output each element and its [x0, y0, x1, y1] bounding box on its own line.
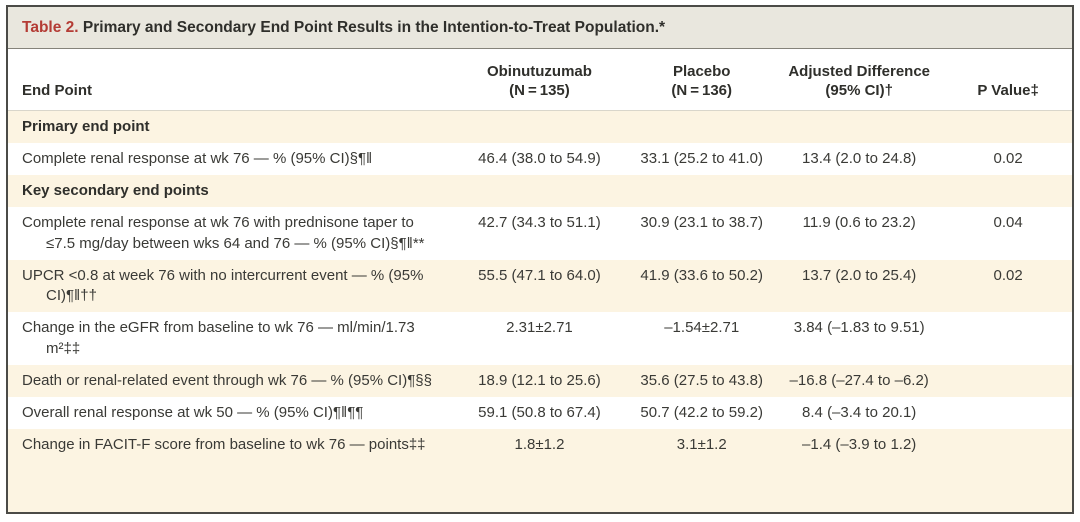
- obinutuzumab-cell: 59.1 (50.8 to 67.4): [478, 404, 601, 422]
- adjusted-difference-cell: 13.4 (2.0 to 24.8): [802, 149, 917, 167]
- column-header-label: Obinutuzumab: [486, 63, 592, 81]
- obinutuzumab-cell: 42.7 (34.3 to 51.1): [478, 214, 601, 232]
- adjusted-difference-cell: –16.8 (–27.4 to –6.2): [789, 371, 929, 389]
- adjusted-difference-cell: 8.4 (–3.4 to 20.1): [802, 404, 917, 422]
- obinutuzumab-cell: 2.31±2.71: [506, 319, 573, 337]
- p-value-cell: [944, 116, 1072, 117]
- placebo-cell: 30.9 (23.1 to 38.7): [640, 214, 763, 232]
- p-value-cell: 0.02: [993, 149, 1023, 167]
- section-row: Key secondary end points: [8, 175, 1072, 208]
- obinutuzumab-cell: 18.9 (12.1 to 25.6): [478, 371, 601, 389]
- table-row: Change in the eGFR from baseline to wk 7…: [8, 312, 1072, 365]
- adjusted-difference-cell: [774, 116, 944, 117]
- placebo-cell: 3.1±1.2: [676, 436, 727, 454]
- results-table: Table 2. Primary and Secondary End Point…: [6, 5, 1074, 514]
- p-value-cell: 0.04: [993, 214, 1023, 232]
- endpoint-cell: Complete renal response at wk 76 with pr…: [22, 214, 425, 252]
- obinutuzumab-cell: 46.4 (38.0 to 54.9): [478, 149, 601, 167]
- adjusted-difference-cell: –1.4 (–3.9 to 1.2): [802, 436, 917, 454]
- adjusted-difference-cell: 11.9 (0.6 to 23.2): [802, 214, 916, 232]
- adjusted-difference-cell: 13.7 (2.0 to 25.4): [802, 266, 917, 284]
- table-number: Table 2.: [22, 19, 79, 36]
- obinutuzumab-cell: [450, 116, 630, 117]
- adjusted-difference-cell: [774, 180, 944, 181]
- placebo-cell: [629, 180, 774, 181]
- table-header-row: End Point Obinutuzumab (N = 135) Placebo (N …: [8, 49, 1072, 111]
- table-row: Change in FACIT-F score from baseline to…: [8, 429, 1072, 512]
- p-value-cell: [944, 434, 1072, 435]
- column-header: Obinutuzumab (N = 135): [450, 63, 630, 101]
- table-title-bar: Table 2. Primary and Secondary End Point…: [8, 7, 1072, 50]
- endpoint-cell: Complete renal response at wk 76 — % (95…: [22, 149, 373, 167]
- endpoint-cell: Key secondary end points: [22, 182, 209, 200]
- column-header-sub: (N = 135): [509, 81, 570, 99]
- p-value-cell: [944, 402, 1072, 403]
- table-row: Overall renal response at wk 50 — % (95%…: [8, 397, 1072, 430]
- placebo-cell: 33.1 (25.2 to 41.0): [640, 149, 763, 167]
- column-header: End Point: [8, 82, 450, 101]
- obinutuzumab-cell: 1.8±1.2: [514, 436, 565, 454]
- p-value-cell: [944, 180, 1072, 181]
- endpoint-cell: Change in FACIT-F score from baseline to…: [22, 436, 426, 454]
- p-value-cell: [944, 317, 1072, 318]
- column-header-sub: (N = 136): [671, 81, 733, 99]
- endpoint-cell: Change in the eGFR from baseline to wk 7…: [22, 319, 415, 357]
- endpoint-cell: Death or renal-related event through wk …: [22, 371, 432, 389]
- column-header-label: Adjusted Difference: [788, 63, 931, 81]
- placebo-cell: 41.9 (33.6 to 50.2): [640, 266, 763, 284]
- column-header-label: P Value‡: [977, 81, 1039, 99]
- endpoint-cell: Primary end point: [22, 117, 150, 135]
- column-header: P Value‡: [944, 82, 1072, 101]
- placebo-cell: –1.54±2.71: [664, 319, 740, 337]
- p-value-cell: 0.02: [993, 266, 1023, 284]
- p-value-cell: [944, 370, 1072, 371]
- table-row: Complete renal response at wk 76 with pr…: [8, 207, 1072, 260]
- placebo-cell: 35.6 (27.5 to 43.8): [640, 371, 763, 389]
- table-body: Primary end point Complete renal response…: [8, 110, 1072, 512]
- obinutuzumab-cell: 55.5 (47.1 to 64.0): [478, 266, 601, 284]
- adjusted-difference-cell: 3.84 (–1.83 to 9.51): [793, 319, 925, 337]
- table-row: UPCR <0.8 at week 76 with no intercurren…: [8, 259, 1072, 313]
- column-header: Placebo (N = 136): [629, 63, 774, 101]
- table-row: Complete renal response at wk 76 — % (95…: [8, 142, 1072, 176]
- column-header: Adjusted Difference (95% CI)†: [774, 63, 944, 101]
- table-title-text: Primary and Secondary End Point Results …: [82, 19, 666, 36]
- obinutuzumab-cell: [450, 180, 630, 181]
- endpoint-cell: Overall renal response at wk 50 — % (95%…: [22, 404, 364, 422]
- table-row: Death or renal-related event through wk …: [8, 364, 1072, 398]
- endpoint-cell: UPCR <0.8 at week 76 with no intercurren…: [22, 266, 424, 305]
- column-header-label: Placebo: [672, 63, 731, 81]
- column-header-sub: (95% CI)†: [825, 81, 893, 99]
- section-row: Primary end point: [8, 110, 1072, 143]
- placebo-cell: [629, 116, 774, 117]
- placebo-cell: 50.7 (42.2 to 59.2): [640, 404, 763, 422]
- column-header-label: End Point: [22, 81, 92, 99]
